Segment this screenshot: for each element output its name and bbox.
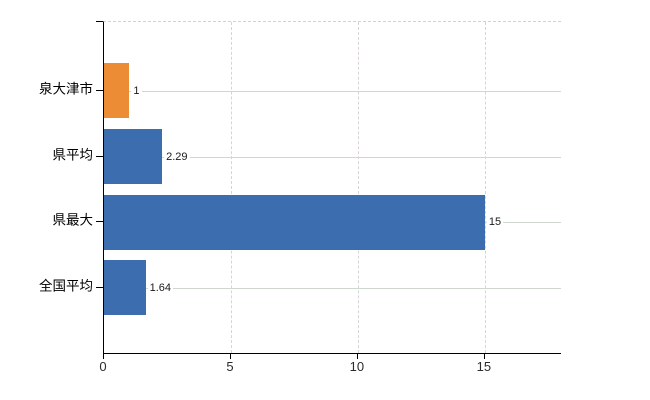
bar: [104, 63, 130, 119]
bar-value-label: 1: [131, 84, 142, 97]
x-tick: [103, 353, 104, 359]
category-label: 県最大: [52, 212, 94, 228]
v-gridline: [230, 22, 232, 353]
category-label: 泉大津市: [39, 81, 93, 97]
x-tick-label: 0: [99, 359, 107, 374]
y-tick: [96, 89, 103, 91]
v-gridline: [484, 22, 486, 353]
x-tick: [356, 353, 358, 359]
bar-value-label: 15: [486, 216, 504, 229]
x-tick-label: 10: [349, 359, 365, 374]
x-tick: [483, 353, 485, 359]
y-tick: [96, 221, 103, 223]
bar-value-label: 2.29: [164, 150, 190, 163]
category-label: 県平均: [52, 147, 94, 163]
x-tick: [229, 353, 231, 359]
y-tick: [96, 21, 103, 22]
bar: [104, 194, 485, 250]
x-tick-label: 15: [476, 359, 492, 374]
y-tick: [96, 155, 103, 157]
y-tick: [96, 286, 103, 288]
bar-value-label: 1.64: [147, 281, 174, 294]
bar: [104, 129, 163, 185]
h-gridline: [104, 287, 561, 289]
h-gridline: [104, 90, 561, 92]
h-gridline: [104, 156, 561, 158]
v-gridline: [357, 22, 359, 353]
x-tick-label: 5: [226, 359, 234, 374]
category-label: 全国平均: [39, 278, 93, 294]
plot-area: 1 2.29 15 1.64: [103, 21, 561, 354]
bar: [104, 260, 146, 316]
